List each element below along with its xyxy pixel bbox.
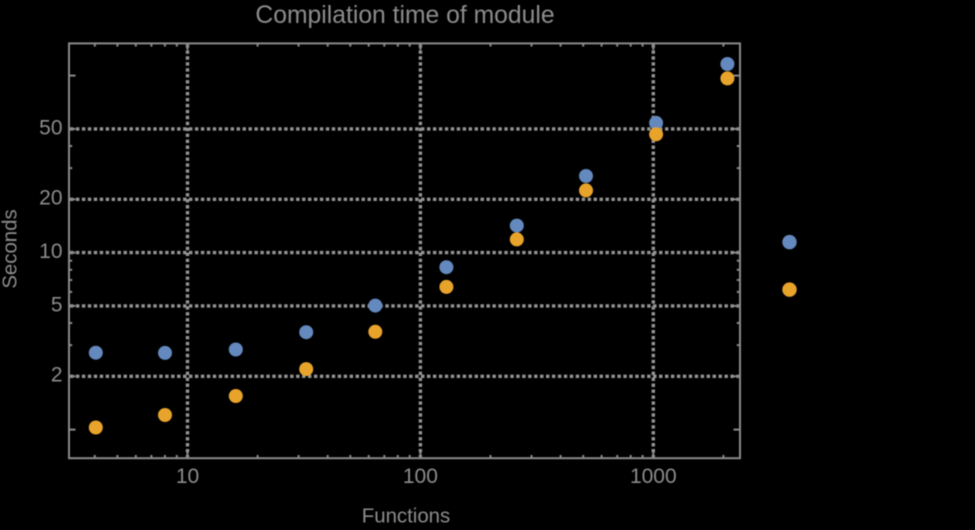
svg-text:5: 5 (51, 293, 63, 316)
svg-text:10: 10 (39, 240, 62, 263)
svg-text:10: 10 (176, 465, 199, 488)
svg-text:100: 100 (403, 465, 438, 488)
svg-text:Compilation time of module: Compilation time of module (255, 2, 554, 29)
svg-text:2: 2 (51, 364, 63, 387)
svg-text:50: 50 (39, 116, 62, 139)
svg-text:20: 20 (39, 187, 62, 210)
svg-text:Functions: Functions (362, 505, 450, 525)
svg-text:Seconds: Seconds (0, 209, 22, 288)
svg-text:1000: 1000 (630, 465, 677, 488)
